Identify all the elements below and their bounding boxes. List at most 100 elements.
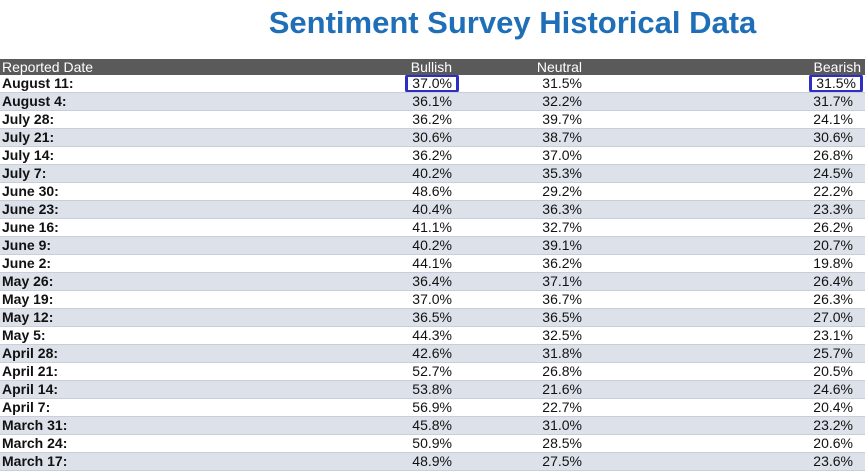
neutral-cell: 36.2%: [460, 254, 790, 273]
bullish-cell: 56.9%: [300, 398, 460, 417]
sentiment-table: Reported Date Bullish Neutral Bearish Au…: [0, 59, 865, 471]
neutral-cell: 22.7%: [460, 398, 790, 417]
table-row: April 28: 42.6% 31.8% 25.7%: [0, 344, 865, 363]
bearish-cell: 27.0%: [790, 308, 865, 327]
bearish-cell: 24.5%: [790, 164, 865, 183]
neutral-cell: 37.1%: [460, 272, 790, 291]
page-title: Sentiment Survey Historical Data: [268, 5, 757, 40]
bearish-cell: 23.2%: [790, 416, 865, 435]
bullish-cell: 40.2%: [300, 164, 460, 183]
table-body: August 11: 37.0% 31.5% 31.5% August 4: 36.1% 3…: [0, 75, 865, 471]
bearish-cell: 31.5%: [790, 75, 865, 93]
header-neutral: Neutral: [460, 59, 790, 75]
bullish-cell: 30.6%: [300, 128, 460, 147]
table-row: July 7: 40.2% 35.3% 24.5%: [0, 164, 865, 183]
bullish-cell: 41.1%: [300, 218, 460, 237]
header-bullish: Bullish: [300, 59, 460, 75]
bearish-cell: 20.7%: [790, 236, 865, 255]
bullish-cell: 37.0%: [300, 75, 460, 93]
date-cell: April 28:: [0, 344, 300, 363]
bearish-cell: 23.6%: [790, 452, 865, 471]
date-cell: April 21:: [0, 362, 300, 381]
table-row: July 28: 36.2% 39.7% 24.1%: [0, 110, 865, 129]
date-cell: June 23:: [0, 200, 300, 219]
bullish-cell: 40.2%: [300, 236, 460, 255]
table-row: May 12: 36.5% 36.5% 27.0%: [0, 308, 865, 327]
bullish-cell: 50.9%: [300, 434, 460, 453]
neutral-cell: 26.8%: [460, 362, 790, 381]
table-row: July 14: 36.2% 37.0% 26.8%: [0, 146, 865, 165]
neutral-cell: 38.7%: [460, 128, 790, 147]
table-row: May 19: 37.0% 36.7% 26.3%: [0, 290, 865, 309]
bearish-cell: 20.4%: [790, 398, 865, 417]
table-row: April 7: 56.9% 22.7% 20.4%: [0, 398, 865, 417]
date-cell: July 28:: [0, 110, 300, 129]
date-cell: May 5:: [0, 326, 300, 345]
bearish-cell: 22.2%: [790, 182, 865, 201]
bearish-cell: 26.8%: [790, 146, 865, 165]
bullish-cell: 36.2%: [300, 146, 460, 165]
bullish-cell: 36.2%: [300, 110, 460, 129]
neutral-cell: 32.5%: [460, 326, 790, 345]
table-row: June 2: 44.1% 36.2% 19.8%: [0, 254, 865, 273]
bearish-cell: 26.2%: [790, 218, 865, 237]
bullish-cell: 36.4%: [300, 272, 460, 291]
date-cell: August 4:: [0, 92, 300, 111]
neutral-cell: 36.3%: [460, 200, 790, 219]
neutral-cell: 36.5%: [460, 308, 790, 327]
date-cell: July 14:: [0, 146, 300, 165]
table-row: June 16: 41.1% 32.7% 26.2%: [0, 218, 865, 237]
bearish-cell: 20.6%: [790, 434, 865, 453]
bearish-cell: 25.7%: [790, 344, 865, 363]
bearish-cell: 19.8%: [790, 254, 865, 273]
header-bearish: Bearish: [790, 59, 865, 75]
neutral-cell: 27.5%: [460, 452, 790, 471]
table-row: August 11: 37.0% 31.5% 31.5%: [0, 75, 865, 93]
table-row: June 30: 48.6% 29.2% 22.2%: [0, 182, 865, 201]
bullish-cell: 53.8%: [300, 380, 460, 399]
date-cell: July 21:: [0, 128, 300, 147]
bullish-cell: 44.1%: [300, 254, 460, 273]
neutral-cell: 39.7%: [460, 110, 790, 129]
table-row: June 23: 40.4% 36.3% 23.3%: [0, 200, 865, 219]
date-cell: June 9:: [0, 236, 300, 255]
bearish-cell: 26.4%: [790, 272, 865, 291]
neutral-cell: 28.5%: [460, 434, 790, 453]
neutral-cell: 32.2%: [460, 92, 790, 111]
bullish-cell: 40.4%: [300, 200, 460, 219]
date-cell: May 12:: [0, 308, 300, 327]
date-cell: May 26:: [0, 272, 300, 291]
date-cell: July 7:: [0, 164, 300, 183]
date-cell: March 31:: [0, 416, 300, 435]
table-row: April 14: 53.8% 21.6% 24.6%: [0, 380, 865, 399]
date-cell: May 19:: [0, 290, 300, 309]
bullish-cell: 45.8%: [300, 416, 460, 435]
header-reported-date: Reported Date: [0, 59, 300, 75]
bullish-cell: 36.5%: [300, 308, 460, 327]
table-row: August 4: 36.1% 32.2% 31.7%: [0, 92, 865, 111]
date-cell: June 30:: [0, 182, 300, 201]
date-cell: August 11:: [0, 75, 300, 93]
bullish-cell: 48.9%: [300, 452, 460, 471]
date-cell: April 14:: [0, 380, 300, 399]
bullish-cell: 48.6%: [300, 182, 460, 201]
table-row: April 21: 52.7% 26.8% 20.5%: [0, 362, 865, 381]
date-cell: March 17:: [0, 452, 300, 471]
table-row: March 31: 45.8% 31.0% 23.2%: [0, 416, 865, 435]
neutral-cell: 35.3%: [460, 164, 790, 183]
bearish-cell: 30.6%: [790, 128, 865, 147]
bearish-cell: 26.3%: [790, 290, 865, 309]
table-row: July 21: 30.6% 38.7% 30.6%: [0, 128, 865, 147]
highlight-box: 37.0%: [405, 75, 459, 92]
bullish-cell: 37.0%: [300, 290, 460, 309]
neutral-cell: 31.0%: [460, 416, 790, 435]
bearish-cell: 20.5%: [790, 362, 865, 381]
neutral-cell: 37.0%: [460, 146, 790, 165]
neutral-cell: 29.2%: [460, 182, 790, 201]
neutral-cell: 36.7%: [460, 290, 790, 309]
bearish-cell: 24.6%: [790, 380, 865, 399]
highlight-box: 31.5%: [809, 75, 863, 92]
table-row: May 5: 44.3% 32.5% 23.1%: [0, 326, 865, 345]
date-cell: June 2:: [0, 254, 300, 273]
bullish-cell: 52.7%: [300, 362, 460, 381]
